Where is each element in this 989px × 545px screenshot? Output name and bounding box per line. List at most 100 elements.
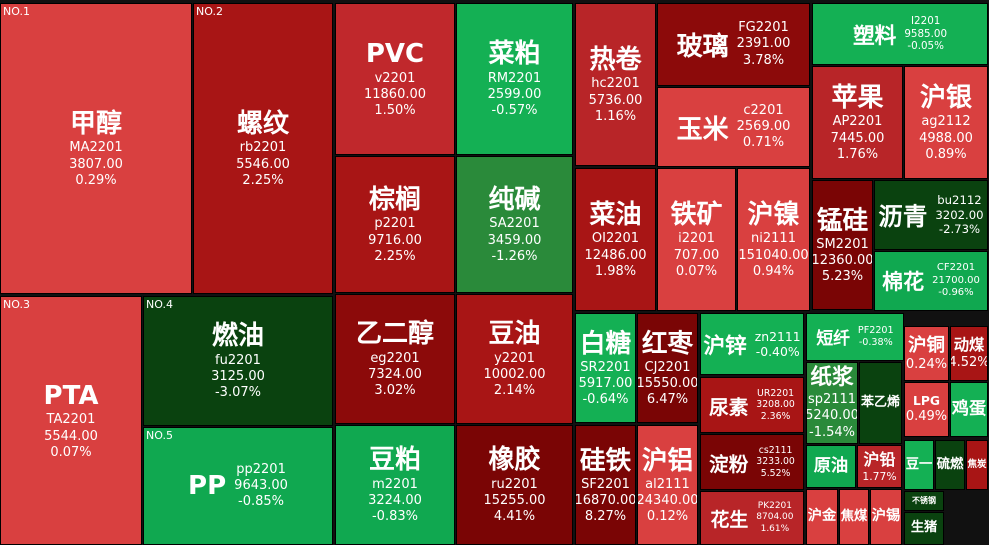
tile-change: 3.78% <box>742 52 785 68</box>
rank-label: NO.1 <box>3 5 30 18</box>
tile: 白糖 SR2201 5917.00 -0.64% <box>575 313 636 423</box>
tile-content: 乙二醇 eg2201 7324.00 3.02% <box>356 318 434 399</box>
tile-name: 纸浆 <box>810 365 854 391</box>
tile-code: c2201 <box>743 102 784 118</box>
tile-content: 焦煤 <box>841 509 868 526</box>
tile-change: 1.16% <box>594 108 637 124</box>
tile-content: 豆粕 m2201 3224.00 -0.83% <box>368 444 422 525</box>
tile-price: 9585.00 <box>904 27 948 40</box>
tile-change: -1.26% <box>491 248 538 264</box>
tile-change: 6.47% <box>646 392 689 408</box>
tile-price: 10002.00 <box>483 367 546 383</box>
tile-change: 2.14% <box>493 383 536 399</box>
tile-name: 塑料 <box>852 23 897 49</box>
tile-details: PF2201 -0.38% <box>858 325 894 349</box>
tile-change: 1.61% <box>760 523 790 534</box>
tile-name: 不锈钢 <box>912 496 936 505</box>
tile: 锰硅 SM2201 12360.00 5.23% <box>812 180 873 310</box>
tile-content: 螺纹 rb2201 5546.00 2.25% <box>236 108 290 189</box>
tile: NO.2 螺纹 rb2201 5546.00 2.25% <box>193 3 333 294</box>
tile-price: 11860.00 <box>363 87 427 103</box>
tile-content: 菜油 OI2201 12486.00 1.98% <box>584 199 646 280</box>
tile-code: OI2201 <box>591 231 640 247</box>
tile-price: 4988.00 <box>919 130 973 146</box>
tile-code: i2201 <box>678 231 715 247</box>
tile-change: 1.77% <box>862 469 897 483</box>
tile-code: pp2201 <box>236 461 286 477</box>
tile: 焦煤 <box>839 489 869 545</box>
tile-name: 生猪 <box>910 520 938 536</box>
tile-content: 不锈钢 <box>912 496 936 506</box>
tile-price: 3125.00 <box>211 369 265 385</box>
tile-content: 鸡蛋 <box>952 399 986 420</box>
tile: 塑料 I2201 9585.00 -0.05% <box>812 3 988 65</box>
tile: 短纤 PF2201 -0.38% <box>806 313 904 361</box>
tile-code: m2201 <box>372 476 418 492</box>
tile-change: 0.07% <box>675 263 718 279</box>
tile-content: 燃油 fu2201 3125.00 -3.07% <box>211 320 265 401</box>
tile-details: FG2201 2391.00 3.78% <box>737 20 791 69</box>
tile: 纸浆 sp2111 5240.00 -1.54% <box>806 362 858 444</box>
tile-change: 2.25% <box>242 172 284 188</box>
tile-change: 1.98% <box>594 263 637 279</box>
rank-label: NO.3 <box>3 298 30 311</box>
tile-code: SM2201 <box>816 236 869 252</box>
tile: 沪银 ag2112 4988.00 0.89% <box>904 66 988 179</box>
tile-price: 24340.00 <box>637 492 698 508</box>
tile-change: 1.76% <box>836 146 879 162</box>
tile-code: TA2201 <box>46 412 96 428</box>
tile: 纯碱 SA2201 3459.00 -1.26% <box>456 156 573 293</box>
tile-name: 尿素 <box>709 395 749 419</box>
tile-code: ag2112 <box>921 114 971 130</box>
tile: 沪金 <box>806 489 838 545</box>
tile-code: cs2111 <box>758 444 793 456</box>
tile: 棉花 CF2201 21700.00 -0.96% <box>874 251 988 311</box>
tile-code: SR2201 <box>580 359 631 375</box>
tile-code: CF2201 <box>936 262 976 274</box>
tile: LPG 0.49% <box>904 382 949 437</box>
tile-name: PP <box>188 471 227 501</box>
tile-name: 沪锡 <box>871 508 901 525</box>
tile-change: 0.89% <box>925 146 967 162</box>
tile-name: 沪金 <box>807 508 837 525</box>
tile-change: 0.49% <box>905 409 948 425</box>
tile-content: 豆一 <box>906 457 933 474</box>
tile-price: 2569.00 <box>736 118 791 134</box>
tile-name: 棉花 <box>882 270 925 294</box>
tile: 沪铝 al2111 24340.00 0.12% <box>637 425 698 545</box>
tile-code: rb2201 <box>239 140 287 156</box>
tile-name: 焦煤 <box>840 508 868 524</box>
tile-price: 7445.00 <box>830 130 885 146</box>
tile: 沪铅 1.77% <box>857 445 902 488</box>
tile-content: 硫燃 <box>937 457 964 474</box>
tile-code: sp2111 <box>807 392 857 408</box>
tile-code: fu2201 <box>215 352 261 368</box>
tile-code: CJ2201 <box>644 359 691 375</box>
tile-content: 沪金 <box>808 508 837 526</box>
tile: 原油 <box>806 445 856 488</box>
tile-content: PVC v2201 11860.00 1.50% <box>364 38 426 119</box>
tile-name: 锰硅 <box>816 205 869 236</box>
tile: 豆油 y2201 10002.00 2.14% <box>456 294 573 424</box>
tile-code: UR2201 <box>757 387 795 399</box>
tile-change: 8.27% <box>584 509 627 525</box>
tile-price: 3224.00 <box>368 493 422 509</box>
tile-code: v2201 <box>374 70 416 86</box>
tile-change: -0.85% <box>238 494 285 510</box>
tile: 不锈钢 <box>904 491 944 511</box>
tile-details: CF2201 21700.00 -0.96% <box>932 262 980 300</box>
tile-content: 铁矿 i2201 707.00 0.07% <box>670 199 722 280</box>
tile-code: hc2201 <box>591 76 640 92</box>
tile-name: PTA <box>43 380 99 411</box>
tile-details: I2201 9585.00 -0.05% <box>904 15 947 54</box>
tile-name: 玉米 <box>676 114 729 145</box>
tile-price: 3202.00 <box>935 207 984 222</box>
tile-name: 鸡蛋 <box>951 398 987 419</box>
tile-change: 0.07% <box>50 444 92 460</box>
tile-content: 纸浆 sp2111 5240.00 -1.54% <box>807 365 857 441</box>
tile-price: 151040.00 <box>738 247 809 263</box>
tile-content: 沪铜 0.24% <box>906 334 947 373</box>
tile: 沪锌 zn2111 -0.40% <box>700 313 804 375</box>
tile-name: 淀粉 <box>709 452 749 476</box>
tile-change: -0.38% <box>858 337 893 348</box>
